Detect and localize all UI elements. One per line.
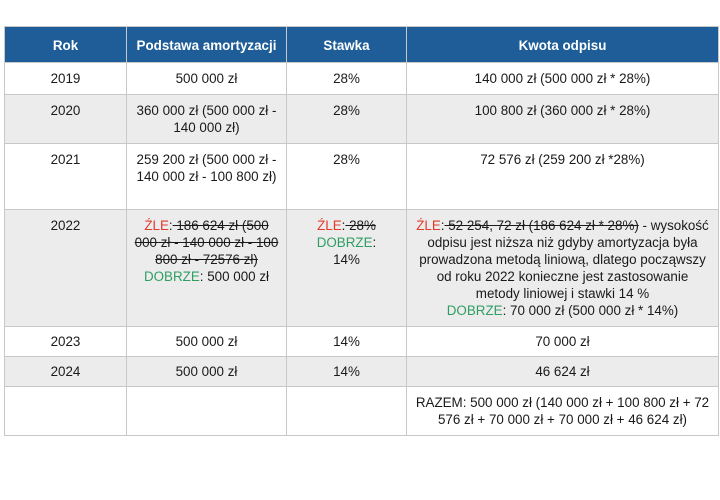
cell-base: 259 200 zł (500 000 zł - 140 000 zł - 10… <box>126 143 287 210</box>
header-base: Podstawa amortyzacji <box>126 26 287 63</box>
header-year: Rok <box>4 26 127 63</box>
cell-amount: 72 576 zł (259 200 zł *28%) <box>406 143 719 210</box>
cell-base: 500 000 zł <box>126 356 287 387</box>
header-rate: Stawka <box>286 26 407 63</box>
cell-year: 2019 <box>4 62 127 95</box>
table-row: 2021 259 200 zł (500 000 zł - 140 000 zł… <box>4 143 719 210</box>
wrong-rate-value: 28% <box>345 218 376 233</box>
cell-rate: 14% <box>286 356 407 387</box>
cell-amount: ŹLE: 52 254, 72 zł (186 624 zł * 28%) - … <box>406 209 719 327</box>
table-row: 2019 500 000 zł 28% 140 000 zł (500 000 … <box>4 62 719 95</box>
cell-rate: ŹLE: 28% DOBRZE: 14% <box>286 209 407 327</box>
good-label: DOBRZE <box>316 235 373 250</box>
bad-label: ŹLE <box>416 218 441 233</box>
cell-base <box>126 386 287 436</box>
cell-year: 2022 <box>4 209 127 327</box>
good-label: DOBRZE <box>446 303 503 318</box>
cell-base: ŹLE: 186 624 zł (500 000 zł - 140 000 zł… <box>126 209 287 327</box>
cell-year: 2024 <box>4 356 127 387</box>
depreciation-table: Rok Podstawa amortyzacji Stawka Kwota od… <box>4 26 719 436</box>
cell-base: 360 000 zł (500 000 zł - 140 000 zł) <box>126 94 287 144</box>
cell-rate: 14% <box>286 326 407 357</box>
cell-amount: 140 000 zł (500 000 zł * 28%) <box>406 62 719 95</box>
total-row: RAZEM: 500 000 zł (140 000 zł + 100 800 … <box>4 386 719 436</box>
cell-rate <box>286 386 407 436</box>
cell-year: 2020 <box>4 94 127 144</box>
amount-note: - wysokość odpisu jest niższa niż gdyby … <box>419 218 709 301</box>
cell-rate: 28% <box>286 94 407 144</box>
wrong-amount-value: 52 254, 72 zł (186 624 zł * 28%) <box>444 218 639 233</box>
table-row: 2020 360 000 zł (500 000 zł - 140 000 zł… <box>4 94 719 144</box>
wrong-base-value: 186 624 zł (500 000 zł - 140 000 zł - 10… <box>134 218 279 267</box>
table-row: 2022 ŹLE: 186 624 zł (500 000 zł - 140 0… <box>4 209 719 327</box>
table-row: 2023 500 000 zł 14% 70 000 zł <box>4 326 719 357</box>
cell-amount: 100 800 zł (360 000 zł * 28%) <box>406 94 719 144</box>
table-row: 2024 500 000 zł 14% 46 624 zł <box>4 356 719 387</box>
cell-rate: 28% <box>286 143 407 210</box>
header-row: Rok Podstawa amortyzacji Stawka Kwota od… <box>4 26 719 63</box>
cell-year <box>4 386 127 436</box>
cell-total: RAZEM: 500 000 zł (140 000 zł + 100 800 … <box>406 386 719 436</box>
cell-year: 2023 <box>4 326 127 357</box>
cell-base: 500 000 zł <box>126 326 287 357</box>
bad-label: ŹLE <box>317 218 342 233</box>
cell-year: 2021 <box>4 143 127 210</box>
good-label: DOBRZE <box>143 269 200 284</box>
cell-rate: 28% <box>286 62 407 95</box>
cell-amount: 46 624 zł <box>406 356 719 387</box>
bad-label: ŹLE <box>144 218 169 233</box>
header-amount: Kwota odpisu <box>406 26 719 63</box>
correct-base-value: : 500 000 zł <box>199 269 270 284</box>
cell-base: 500 000 zł <box>126 62 287 95</box>
cell-amount: 70 000 zł <box>406 326 719 357</box>
correct-amount-value: : 70 000 zł (500 000 zł * 14%) <box>502 303 679 318</box>
correct-rate-value: 14% <box>333 252 360 267</box>
